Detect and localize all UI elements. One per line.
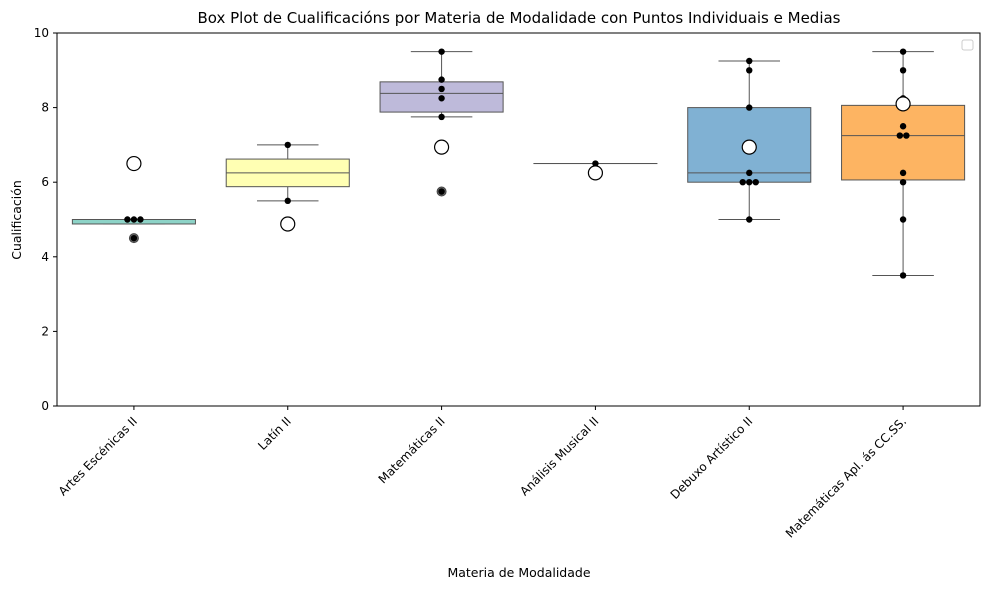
- data-point: [739, 179, 746, 186]
- data-point: [903, 132, 910, 139]
- data-point: [438, 76, 445, 83]
- y-tick-label: 10: [34, 26, 49, 40]
- data-point: [899, 67, 907, 74]
- data-point: [438, 113, 445, 121]
- data-point: [130, 234, 138, 242]
- mean-marker: [895, 96, 911, 112]
- data-point: [592, 160, 599, 167]
- y-tick-label: 2: [41, 324, 49, 338]
- y-axis-label: Cualificación: [9, 180, 24, 260]
- x-tick-label: Matemáticas II: [376, 414, 448, 486]
- data-point: [284, 197, 291, 205]
- mean-marker: [741, 139, 757, 155]
- data-point: [746, 216, 753, 223]
- data-point: [899, 216, 907, 223]
- x-tick-label: Matemáticas Apl. ás CC.SS.: [783, 414, 909, 540]
- mean-marker: [126, 155, 142, 172]
- data-point: [438, 188, 445, 195]
- x-tick-label: Artes Escénicas II: [56, 414, 140, 498]
- data-point: [438, 95, 445, 102]
- y-tick-label: 0: [41, 399, 49, 413]
- plot-area: 0 2 4 6 8 10 Artes Escénicas II Latín II Matemát…: [34, 26, 981, 541]
- data-point: [746, 179, 753, 186]
- axes-frame: [56, 32, 981, 407]
- x-axis-label: Materia de Modalidade: [447, 565, 590, 580]
- data-point: [896, 132, 904, 139]
- mean-marker: [587, 165, 604, 181]
- data-point: [899, 48, 907, 55]
- y-tick-label: 6: [41, 175, 49, 189]
- data-point: [137, 216, 144, 223]
- data-point: [746, 57, 753, 65]
- x-tick-label: Debuxo Artístico II: [668, 414, 756, 502]
- data-point: [899, 179, 907, 186]
- data-point: [124, 216, 131, 223]
- chart-title: Box Plot de Cualificacións por Materia d…: [197, 9, 840, 27]
- data-point: [438, 48, 445, 55]
- data-point: [438, 85, 445, 93]
- y-tick-label: 8: [41, 101, 49, 115]
- data-point: [746, 67, 753, 74]
- legend-box: [961, 39, 974, 51]
- data-point: [746, 104, 753, 111]
- y-tick-label: 4: [41, 250, 49, 264]
- x-tick-label: Latín II: [255, 414, 294, 453]
- data-point: [130, 216, 138, 223]
- mean-marker: [280, 216, 296, 232]
- box-iqr: [841, 104, 966, 181]
- data-point: [899, 169, 907, 177]
- data-point: [746, 169, 753, 177]
- data-point: [899, 123, 907, 130]
- data-point: [752, 179, 759, 186]
- x-tick-label: Análisis Musical II: [517, 414, 601, 498]
- data-point: [284, 141, 291, 149]
- data-point: [899, 272, 907, 279]
- mean-marker: [433, 139, 450, 155]
